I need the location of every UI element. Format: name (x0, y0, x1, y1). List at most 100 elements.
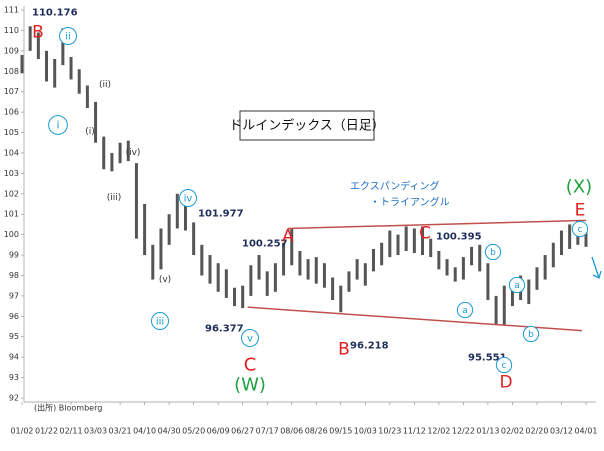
y-tick-label: 94 (9, 353, 19, 362)
price-bar (331, 277, 335, 300)
price-bar (535, 267, 539, 290)
price-bar (233, 287, 237, 307)
price-bar (94, 101, 98, 143)
price-bar (200, 244, 204, 276)
x-tick-label: 02/02 (501, 427, 524, 436)
y-tick-label: 107 (4, 87, 19, 96)
x-tick-label: 05/20 (182, 427, 205, 436)
x-tick-label: 10/03 (354, 427, 377, 436)
price-bar (282, 242, 286, 276)
price-bar (85, 85, 89, 109)
price-bar (257, 255, 261, 280)
price-bar (249, 265, 253, 296)
price-bar (134, 163, 138, 239)
title-box (239, 110, 375, 141)
wave-label: (i) (85, 127, 95, 137)
wave-label: 100.257 (242, 239, 288, 250)
y-tick-label: 93 (9, 373, 19, 382)
wave-circle (508, 276, 526, 294)
price-bar (69, 56, 73, 80)
x-tick-label: 03/21 (109, 427, 132, 436)
price-bar (510, 283, 514, 307)
x-tick-label: 07/17 (256, 427, 279, 436)
wave-label: C (419, 224, 431, 244)
y-tick-label: 110 (4, 26, 19, 35)
price-bar (175, 193, 179, 229)
price-bar (470, 246, 474, 266)
price-bar (314, 257, 318, 284)
price-bar (143, 204, 147, 256)
x-tick-label: 04/10 (133, 427, 156, 436)
trend-line (247, 306, 582, 332)
price-bar (421, 226, 425, 256)
x-tick-label: 12/22 (452, 427, 475, 436)
y-tick-label: 103 (4, 169, 19, 178)
price-bar (437, 250, 441, 270)
price-bar (486, 263, 490, 300)
wave-label: (W) (234, 375, 266, 396)
price-bar (322, 263, 326, 288)
wave-label: C (244, 355, 257, 376)
wave-label: ・トライアングル (370, 196, 450, 209)
wave-circle (151, 312, 169, 330)
wave-label: 96.377 (205, 324, 244, 335)
wave-label: b (528, 330, 534, 340)
wave-label: i (56, 119, 59, 132)
wave-label: A (282, 227, 294, 247)
wave-circle (456, 301, 474, 319)
y-tick-label: 92 (9, 394, 19, 403)
price-bar (53, 59, 57, 88)
price-bar (183, 195, 187, 231)
price-bar (380, 242, 384, 266)
source-note: (出所) Bloomberg (34, 403, 102, 413)
direction-arrow (591, 256, 602, 279)
wave-label: B (32, 23, 44, 43)
y-tick-label: 111 (4, 6, 19, 15)
x-tick-label: 01/02 (10, 427, 33, 436)
x-tick-label: 01/22 (35, 427, 58, 436)
y-tick-label: 108 (4, 67, 19, 76)
price-bar (110, 152, 114, 172)
wave-label: 101.977 (198, 209, 244, 220)
wave-label: 96.218 (350, 341, 389, 352)
wave-label: b (490, 248, 496, 258)
price-bar (151, 244, 155, 280)
x-tick-label: 06/27 (231, 427, 254, 436)
trend-line (287, 219, 587, 230)
wave-label: iv (184, 194, 193, 205)
price-bar (445, 259, 449, 276)
x-tick-label: 02/11 (60, 427, 83, 436)
wave-label: c (502, 361, 507, 371)
wave-label: v (247, 334, 253, 345)
y-tick-label: 99 (9, 251, 19, 260)
price-bar (371, 248, 375, 272)
wave-circle (522, 325, 540, 343)
wave-circle (179, 189, 197, 207)
price-bar (273, 263, 277, 292)
y-tick-label: 105 (4, 128, 19, 137)
y-tick-label: 95 (9, 332, 19, 341)
price-bar (396, 234, 400, 256)
price-bar (559, 230, 563, 256)
price-bar (224, 269, 228, 298)
x-tick-label: 09/15 (329, 427, 352, 436)
wave-label: (ii) (99, 80, 111, 90)
wave-circle (495, 356, 513, 374)
price-bar (388, 230, 392, 258)
y-tick-label: 109 (4, 46, 19, 55)
x-tick-label: 08/06 (280, 427, 303, 436)
price-bar (28, 26, 32, 51)
price-bar (527, 279, 531, 305)
price-bar (461, 257, 465, 280)
y-tick-label: 106 (4, 108, 19, 117)
chart-title: ドルインデックス（日足） (229, 118, 385, 134)
wave-label: a (514, 281, 520, 291)
y-tick-label: 98 (9, 271, 19, 280)
wave-circle (484, 243, 502, 261)
price-bar (36, 32, 40, 60)
price-bar (551, 242, 555, 268)
price-bar (159, 228, 163, 270)
y-tick-label: 96 (9, 312, 19, 321)
price-bar (45, 50, 49, 82)
